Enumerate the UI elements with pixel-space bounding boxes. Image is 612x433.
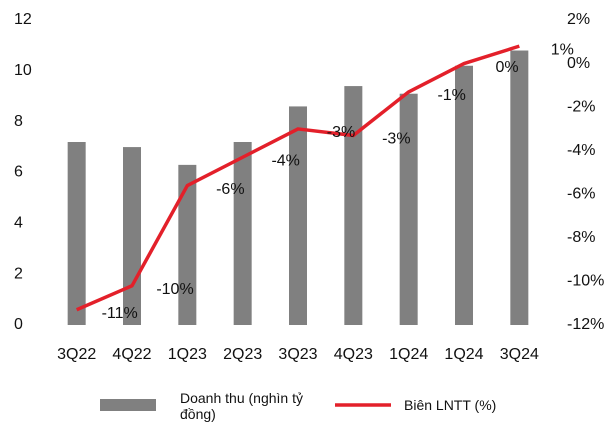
y2-tick-label: -4% <box>567 142 595 159</box>
data-label: 0% <box>495 59 518 76</box>
y2-tick-label: -12% <box>567 316 604 333</box>
y2-tick-label: -10% <box>567 273 604 290</box>
y2-tick-label: -8% <box>567 229 595 246</box>
y2-tick-label: 0% <box>567 55 590 72</box>
y-tick-label: 4 <box>14 215 23 232</box>
bar <box>178 164 197 325</box>
x-tick-label: 1Q24 <box>389 346 428 363</box>
y-tick-label: 6 <box>14 164 23 181</box>
x-tick-label: 3Q23 <box>278 346 317 363</box>
y-tick-label: 12 <box>14 11 32 28</box>
x-tick-label: 1Q24 <box>444 346 483 363</box>
bar <box>67 142 86 325</box>
legend-label: Biên LNTT (%) <box>404 397 497 413</box>
x-tick-label: 3Q22 <box>57 346 96 363</box>
bar <box>289 106 307 326</box>
x-tick-label: 4Q23 <box>334 346 373 363</box>
x-tick-label: 2Q23 <box>223 346 262 363</box>
y2-tick-label: -2% <box>567 98 595 115</box>
x-tick-label: 3Q24 <box>500 346 539 363</box>
bar <box>455 65 473 325</box>
y-tick-label: 0 <box>14 316 23 333</box>
bar <box>510 50 529 325</box>
y-tick-label: 2 <box>14 265 23 282</box>
data-label: -6% <box>216 181 244 198</box>
data-label: -10% <box>156 281 193 298</box>
legend-swatch <box>100 399 156 411</box>
bar <box>344 86 363 325</box>
y-tick-label: 8 <box>14 113 23 130</box>
legend-label: Doanh thu (nghìn tỷ đồng) <box>180 390 303 422</box>
data-label: 1% <box>551 41 574 58</box>
y2-tick-label: -6% <box>567 186 595 203</box>
line <box>75 44 520 312</box>
data-label: -3% <box>382 131 410 148</box>
bar <box>233 142 252 325</box>
data-label: -1% <box>437 87 465 104</box>
y-tick-label: 10 <box>14 62 32 79</box>
bar <box>123 147 141 325</box>
x-tick-label: 4Q22 <box>112 346 151 363</box>
data-label: -4% <box>271 152 299 169</box>
data-label: -11% <box>102 305 138 322</box>
data-label: -3% <box>327 124 355 141</box>
x-tick-label: 1Q23 <box>168 346 207 363</box>
bar <box>399 93 418 325</box>
y2-tick-label: 2% <box>567 11 590 28</box>
